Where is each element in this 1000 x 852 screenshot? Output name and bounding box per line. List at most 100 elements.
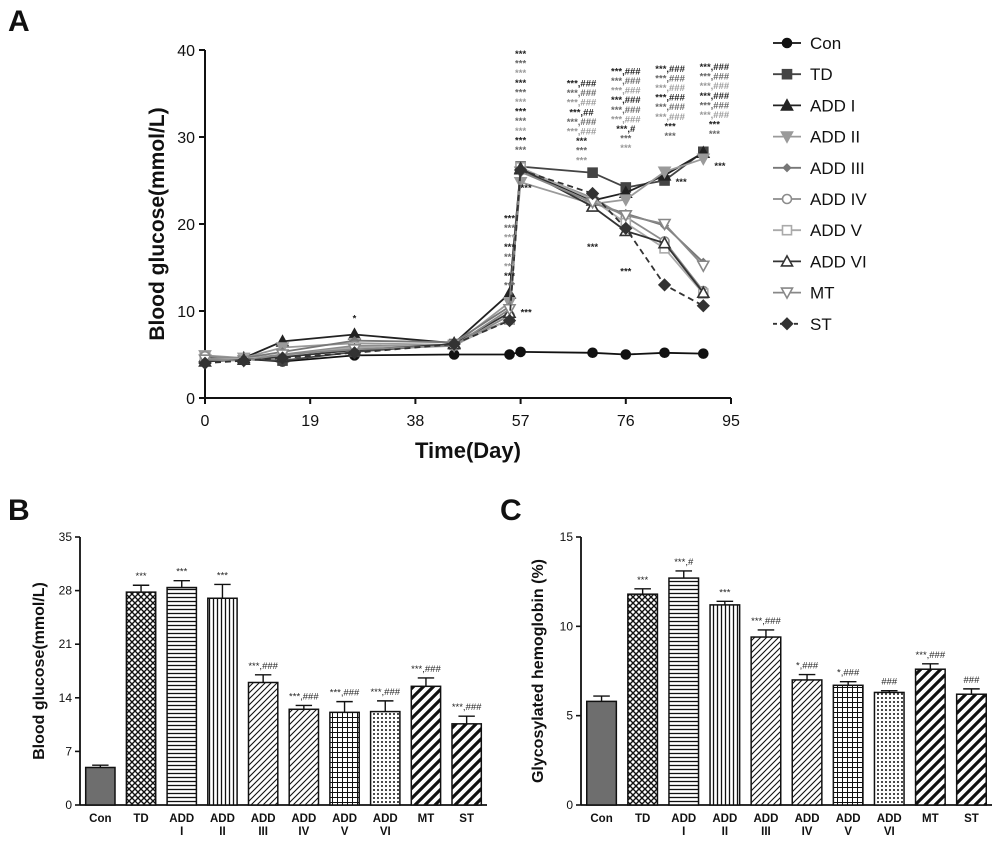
a-legend-label: ADD III: [810, 159, 865, 178]
b-bar: [369, 710, 401, 806]
a-significance-label: ***,###: [611, 86, 641, 97]
a-significance-label: ***: [504, 281, 515, 292]
c-bar: [627, 593, 659, 806]
b-category-label: II: [219, 826, 225, 838]
a-y-tick-label: 40: [177, 43, 195, 60]
a-significance-label: ***: [709, 120, 720, 131]
c-bar: [586, 700, 618, 806]
a-significance-label: ***: [576, 136, 587, 147]
panel-c-letter: C: [500, 494, 522, 527]
panel-b-letter: B: [8, 494, 30, 527]
a-legend-marker: [780, 131, 794, 144]
b-y-tick-label: 14: [59, 691, 73, 705]
c-category-label: MT: [922, 813, 939, 825]
a-significance-label: ***,###: [700, 91, 730, 102]
c-bar: [750, 636, 782, 806]
a-significance-label: ***,###: [611, 114, 641, 125]
a-significance-label: ***: [714, 161, 725, 172]
a-significance-label: ***,###: [611, 66, 641, 77]
a-data-point: [618, 210, 633, 223]
a-data-point: [618, 194, 633, 207]
c-y-tick-label: 15: [560, 530, 574, 544]
a-x-tick-label: 57: [512, 413, 530, 430]
c-category-label: V: [844, 826, 852, 838]
a-legend-marker: [780, 317, 794, 331]
c-bar: [668, 577, 700, 806]
a-y-tick-label: 30: [177, 130, 195, 147]
a-significance-label: ***,###: [700, 72, 730, 83]
b-category-label: IV: [298, 826, 309, 838]
a-significance-label: ***,###: [700, 62, 730, 73]
b-category-label: Con: [89, 813, 111, 825]
b-bar: [207, 597, 238, 806]
a-data-point: [587, 167, 598, 178]
chart-c: 0 5 10 15 Glycosylated hemoglobin (%) Con *** T…: [530, 530, 992, 838]
a-legend-label: ADD I: [810, 96, 855, 115]
a-x-tick-label: 76: [617, 413, 635, 430]
a-y-tick-label: 10: [177, 304, 195, 321]
b-y-tick-label: 21: [59, 637, 73, 651]
a-legend-entry: ST: [773, 315, 832, 334]
a-significance-label: ***: [504, 213, 515, 224]
a-data-point: [657, 278, 672, 292]
a-significance-label: ***: [515, 97, 526, 108]
a-data-point: [657, 166, 672, 179]
c-bar-group: *,###: [791, 661, 823, 806]
a-series-td: [199, 146, 709, 366]
a-x-axis-title: Time(Day): [415, 438, 521, 463]
a-legend-entry: ADD V: [773, 221, 863, 240]
a-significance-label: ***,###: [567, 98, 597, 109]
a-significance-label: *: [353, 313, 357, 324]
a-significance-label: ***: [676, 177, 687, 188]
b-bar-group: [84, 764, 116, 806]
a-significance-label: ***: [515, 78, 526, 89]
b-significance-label: ***,###: [370, 687, 400, 698]
a-significance-label: ***,###: [611, 105, 641, 116]
a-significance-label: ***,###: [611, 76, 641, 87]
a-legend-entry: MT: [773, 284, 835, 303]
a-data-point: [696, 285, 711, 299]
b-bar-group: ***,###: [329, 688, 360, 806]
a-significance-label: ***,###: [567, 117, 597, 128]
b-bar-group: ***,###: [410, 664, 442, 806]
c-category-label: II: [722, 826, 728, 838]
c-category-label: Con: [590, 813, 612, 825]
b-bar: [329, 711, 360, 806]
c-y-tick-label: 0: [566, 798, 573, 812]
c-bar: [791, 679, 823, 806]
a-legend-label: ADD VI: [810, 252, 867, 271]
c-bar: [955, 693, 987, 806]
c-bar-group: [586, 695, 618, 806]
a-legend-label: ADD II: [810, 128, 860, 147]
a-significance-label: ***,###: [655, 83, 685, 94]
a-data-point: [657, 235, 672, 249]
a-x-tick-label: 38: [407, 413, 425, 430]
b-y-axis-title: Blood glucose(mmol/L): [31, 582, 48, 760]
b-bar: [410, 685, 442, 806]
a-legend-entry: ADD I: [773, 96, 855, 115]
a-significance-label: ***: [515, 116, 526, 127]
a-data-point: [696, 299, 710, 313]
a-significance-annotation: ***: [714, 161, 725, 172]
a-data-point: [198, 356, 212, 370]
a-significance-label: ***,###: [700, 81, 730, 92]
b-category-label: ADD: [251, 813, 276, 825]
a-significance-label: ***: [587, 242, 598, 253]
a-legend-marker: [781, 37, 793, 49]
a-significance-label: ***: [709, 129, 720, 140]
a-legend-marker: [780, 254, 794, 267]
b-significance-label: ***,###: [248, 661, 278, 672]
b-bar-group: ***,###: [451, 702, 482, 806]
a-legend-entry: ADD IV: [773, 190, 867, 209]
a-legend-entry: ADD III: [773, 159, 865, 178]
c-bar: [832, 684, 864, 806]
a-x-tick-label: 19: [301, 413, 319, 430]
b-category-label: ADD: [169, 813, 194, 825]
a-significance-label: ***: [620, 134, 631, 145]
a-significance-label: ***,###: [655, 102, 685, 113]
a-significance-label: ***,###: [655, 64, 685, 75]
b-significance-label: ***,###: [289, 691, 319, 702]
a-significance-label: ***: [521, 183, 532, 194]
a-series-add-vi: [198, 161, 711, 367]
b-category-label: ADD: [332, 813, 357, 825]
